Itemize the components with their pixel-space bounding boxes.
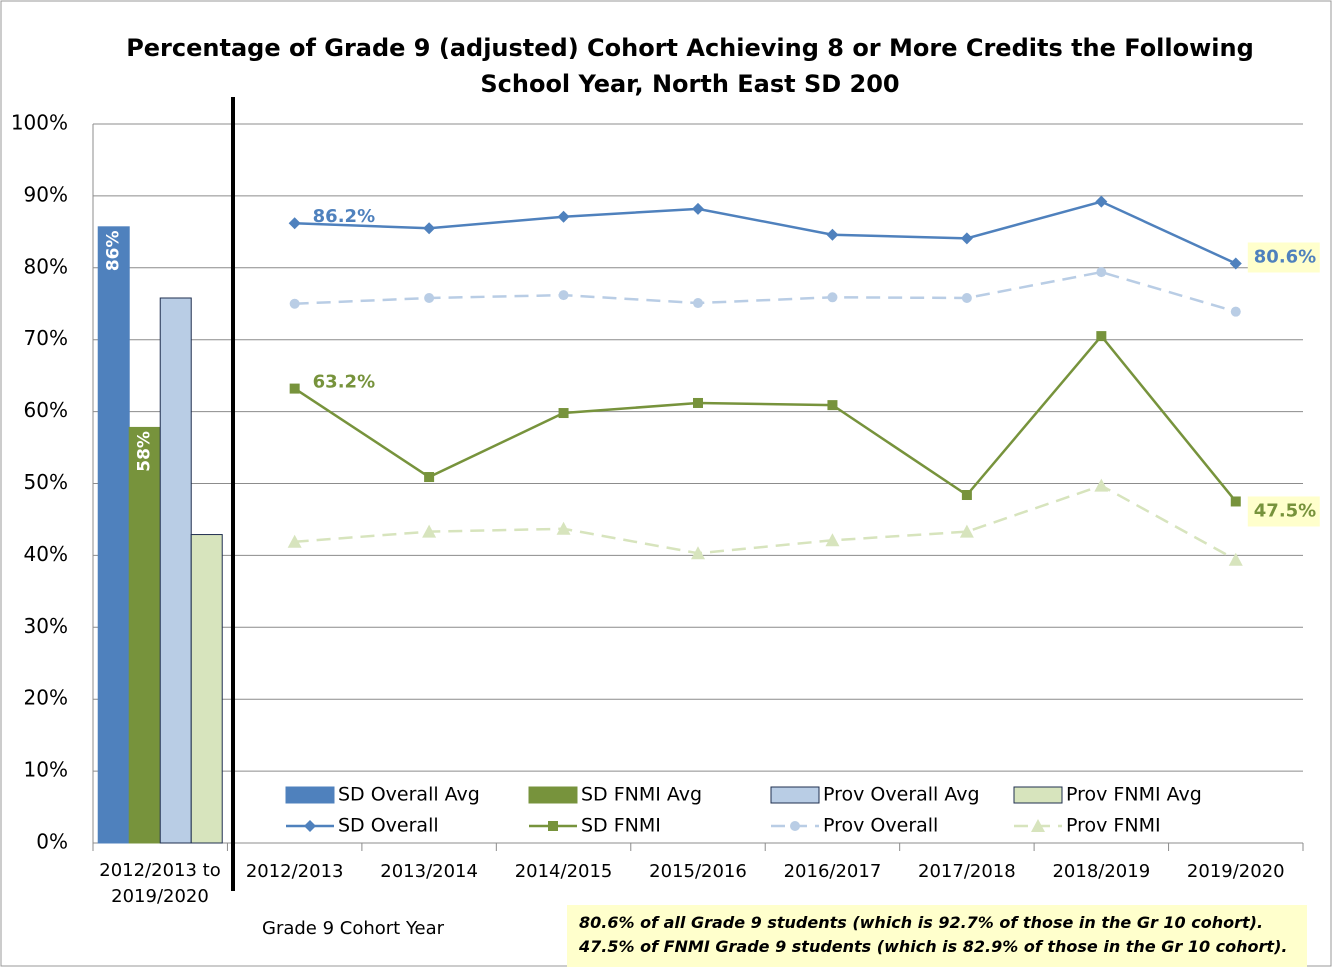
x-tick-label: 2012/2013 xyxy=(246,861,344,882)
legend-swatch xyxy=(770,786,820,804)
legend-swatch xyxy=(1013,786,1063,804)
y-tick-label: 70% xyxy=(24,326,68,350)
legend-label: Prov FNMI xyxy=(1066,815,1161,837)
point-marker xyxy=(289,298,300,309)
point-marker xyxy=(827,292,838,303)
series-line xyxy=(294,484,1237,561)
y-tick-label: 10% xyxy=(24,758,68,782)
x-axis-title: Grade 9 Cohort Year xyxy=(262,918,445,939)
y-tick-label: 100% xyxy=(11,111,68,135)
point-marker xyxy=(961,292,972,303)
legend-swatch xyxy=(285,786,335,804)
point-marker xyxy=(287,534,302,548)
point-marker xyxy=(556,521,571,535)
point-marker xyxy=(1229,257,1242,270)
point-marker xyxy=(1228,552,1243,566)
bar xyxy=(190,534,223,844)
annotation: 47.5% of FNMI Grade 9 students (which is… xyxy=(579,937,1288,956)
y-tick-label: 30% xyxy=(24,614,68,638)
legend-marker xyxy=(304,820,316,832)
legend-marker xyxy=(548,821,558,831)
bar xyxy=(97,226,130,844)
point-marker xyxy=(961,490,972,501)
chart-title: Percentage of Grade 9 (adjusted) Cohort … xyxy=(126,34,1254,98)
point-marker xyxy=(691,546,705,560)
point-marker xyxy=(1096,331,1107,342)
x-tick-label: 2015/2016 xyxy=(649,861,747,882)
label-highlight xyxy=(1247,242,1320,273)
point-marker xyxy=(959,524,974,538)
point-marker xyxy=(423,222,436,235)
point-marker xyxy=(289,383,300,394)
point-marker xyxy=(825,533,840,547)
line-value-label: 63.2% xyxy=(313,372,375,393)
point-marker xyxy=(1095,195,1108,208)
point-marker xyxy=(1230,496,1241,507)
legend-label: SD Overall xyxy=(338,815,439,837)
legend-label: SD Overall Avg xyxy=(338,784,480,806)
y-tick-label: 20% xyxy=(24,686,68,710)
annotation: 80.6% of all Grade 9 students (which is … xyxy=(579,913,1264,932)
point-marker xyxy=(692,202,704,215)
y-tick-label: 90% xyxy=(24,182,68,206)
point-marker xyxy=(1230,306,1241,317)
x-tick-label: 2019/2020 xyxy=(1187,861,1285,882)
point-marker xyxy=(960,232,973,245)
y-tick-label: 60% xyxy=(24,398,68,422)
x-tick-label: 2018/2019 xyxy=(1052,861,1150,882)
point-marker xyxy=(826,228,839,241)
point-marker xyxy=(1096,267,1107,278)
y-tick-label: 0% xyxy=(36,830,68,854)
point-marker xyxy=(693,397,703,408)
legend-label: Prov Overall Avg xyxy=(823,784,980,806)
x-tick-label: 2012/2013 to 2019/2020 xyxy=(99,860,221,907)
line-value-label: 86.2% xyxy=(313,206,375,227)
line-value-label: 47.5% xyxy=(1254,500,1316,521)
legend-swatch xyxy=(528,786,578,804)
x-tick-label: 2013/2014 xyxy=(380,861,478,882)
legend-label: Prov Overall xyxy=(823,815,938,837)
x-tick-label: 2014/2015 xyxy=(515,861,613,882)
annotation-box: 80.6% of all Grade 9 students (which is … xyxy=(567,905,1307,967)
point-marker xyxy=(558,290,569,301)
legend-label: SD FNMI xyxy=(581,815,661,837)
point-marker xyxy=(422,524,437,538)
series-line xyxy=(294,270,1237,313)
x-tick-label: 2017/2018 xyxy=(918,861,1016,882)
point-marker xyxy=(693,298,703,309)
legend-label: SD FNMI Avg xyxy=(581,784,702,806)
bar xyxy=(128,426,161,844)
y-tick-label: 80% xyxy=(24,254,68,278)
point-marker xyxy=(827,400,838,411)
point-marker xyxy=(557,210,570,223)
legend-marker xyxy=(790,821,800,831)
series-line xyxy=(294,200,1237,265)
bar xyxy=(159,297,192,844)
series-line xyxy=(293,334,1237,503)
point-marker xyxy=(558,408,569,419)
bar-value-label: 86% xyxy=(104,230,124,271)
line-value-label: 80.6% xyxy=(1254,246,1316,267)
y-tick-label: 50% xyxy=(24,470,68,494)
point-marker xyxy=(424,292,435,303)
point-marker xyxy=(288,217,301,230)
x-tick-label: 2016/2017 xyxy=(784,861,882,882)
legend-marker xyxy=(1031,819,1045,832)
point-marker xyxy=(424,472,435,483)
bar-value-label: 58% xyxy=(135,431,155,472)
legend-label: Prov FNMI Avg xyxy=(1066,784,1202,806)
y-tick-label: 40% xyxy=(24,542,68,566)
label-highlight xyxy=(1247,496,1320,527)
point-marker xyxy=(1094,478,1109,492)
